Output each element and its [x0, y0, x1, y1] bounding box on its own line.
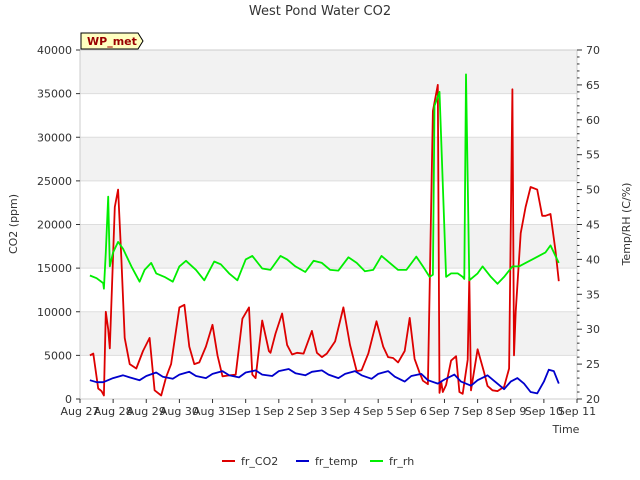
- y2-tick-label: 50: [586, 184, 600, 197]
- y-tick-label: 40000: [37, 44, 72, 57]
- plot-band: [80, 50, 577, 94]
- y2-tick-label: 20: [586, 393, 600, 406]
- x-axis-label: Time: [552, 423, 580, 436]
- y-tick-label: 10000: [37, 306, 72, 319]
- x-tick-label: Sep 3: [296, 405, 327, 418]
- y-tick-label: 5000: [44, 349, 72, 362]
- y2-tick-label: 65: [586, 79, 600, 92]
- series-fr-temp: [89, 368, 560, 395]
- y-tick-label: 0: [65, 393, 72, 406]
- plot-band: [80, 268, 577, 312]
- plot-band: [80, 311, 577, 356]
- plot-band: [80, 93, 577, 138]
- x-tick-label: Sep 6: [396, 405, 427, 418]
- annotation-shape: [80, 32, 144, 50]
- x-tick-label: Sep 1: [230, 405, 261, 418]
- x-tick-label: Sep 9: [495, 405, 526, 418]
- plot-band: [80, 224, 577, 269]
- y-tick-label: 30000: [37, 131, 72, 144]
- x-tick-label: Sep 7: [429, 405, 460, 418]
- y2-tick-label: 60: [586, 114, 600, 127]
- y-tick-label: 15000: [37, 262, 72, 275]
- x-tick-label: Sep 11: [558, 405, 596, 418]
- chart-title: West Pond Water CO2: [249, 4, 391, 19]
- y2-tick-label: 25: [586, 358, 600, 371]
- y2-tick-label: 70: [586, 44, 600, 57]
- series-fr-rh: [89, 73, 560, 290]
- y2-tick-label: 35: [586, 288, 600, 301]
- x-tick-label: Sep 4: [329, 405, 360, 418]
- x-tick-label: Sep 8: [462, 405, 493, 418]
- legend-label: fr_temp: [315, 455, 358, 468]
- legend-label: fr_rh: [389, 455, 414, 468]
- x-tick-label: Sep 10: [525, 405, 563, 418]
- plot-band: [80, 180, 577, 225]
- x-tick-label: Sep 5: [363, 405, 394, 418]
- legend: fr_CO2 fr_temp fr_rh: [222, 455, 414, 468]
- series-fr-CO2: [89, 84, 560, 397]
- series-layer: [89, 73, 560, 397]
- y-tick-label: 20000: [37, 219, 72, 232]
- x-tick-label: Aug 27: [61, 405, 100, 418]
- y-axis-ticks: 0 5000 10000 15000 20000 25000 30000 35000 40000: [37, 44, 80, 406]
- legend-label: fr_CO2: [241, 455, 278, 468]
- x-tick-label: Aug 30: [160, 405, 199, 418]
- x-tick-label: Aug 31: [193, 405, 232, 418]
- y2-axis-label: Temp/RH (C/%): [620, 183, 633, 267]
- plot-bands: [80, 50, 577, 399]
- y2-axis-ticks: 20 25 30 35 40 45 50 55 60 65 70: [577, 44, 600, 406]
- x-tick-label: Sep 2: [263, 405, 294, 418]
- x-tick-label: Aug 29: [127, 405, 166, 418]
- y2-tick-label: 30: [586, 323, 600, 336]
- y-tick-label: 35000: [37, 88, 72, 101]
- y-axis-label: CO2 (ppm): [7, 194, 20, 254]
- plot-band: [80, 355, 577, 399]
- x-tick-label: Aug 28: [94, 405, 133, 418]
- plot-band: [80, 137, 577, 181]
- y2-tick-label: 45: [586, 219, 600, 232]
- annotation-box: WP_met: [80, 32, 144, 50]
- y-tick-label: 25000: [37, 175, 72, 188]
- annotation-text: WP_met: [87, 35, 137, 48]
- y2-tick-label: 40: [586, 253, 600, 266]
- y2-tick-label: 55: [586, 149, 600, 162]
